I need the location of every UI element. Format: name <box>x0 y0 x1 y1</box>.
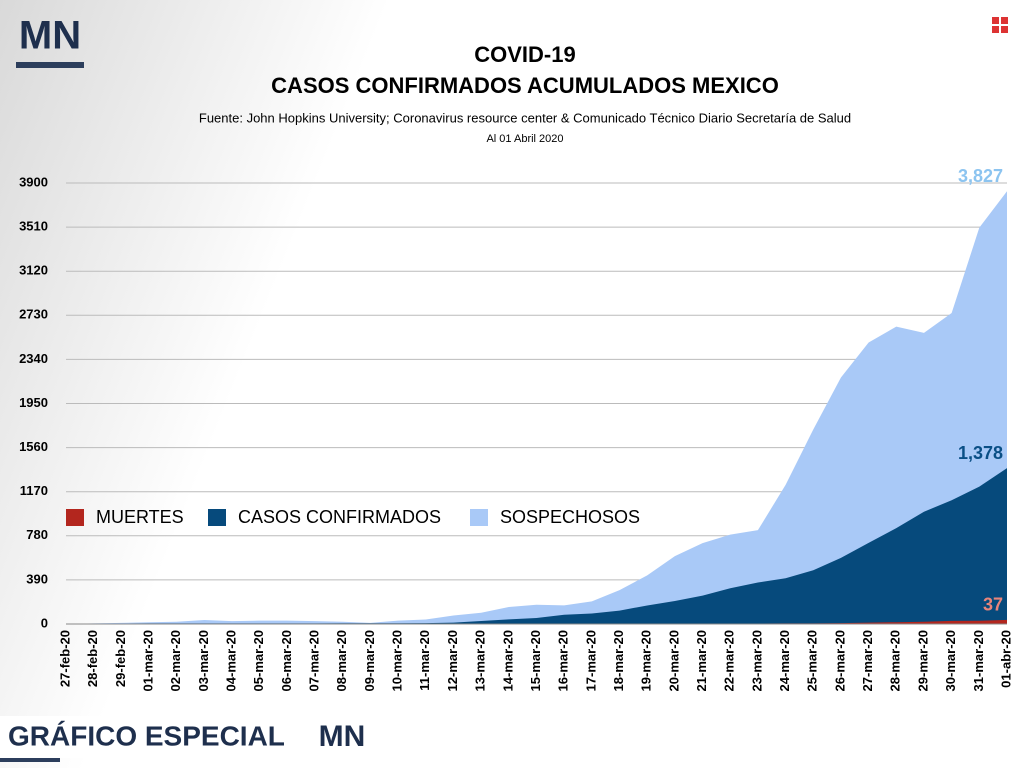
y-tick-label: 1560 <box>19 439 48 454</box>
x-tick-label: 01-mar-20 <box>140 630 155 691</box>
y-tick-label: 3510 <box>19 219 48 234</box>
y-tick-label: 3900 <box>19 174 48 189</box>
chart-subtitle: CASOS CONFIRMADOS ACUMULADOS MEXICO <box>271 73 779 98</box>
x-tick-label: 02-mar-20 <box>168 630 183 691</box>
x-tick-label: 20-mar-20 <box>666 630 681 691</box>
x-tick-label: 27-feb-20 <box>57 630 72 687</box>
x-tick-label: 31-mar-20 <box>971 630 986 691</box>
x-tick-label: 15-mar-20 <box>528 630 543 691</box>
y-tick-label: 780 <box>26 527 48 542</box>
x-tick-label: 04-mar-20 <box>223 630 238 691</box>
x-tick-label: 16-mar-20 <box>556 630 571 691</box>
legend-swatch <box>66 509 84 526</box>
legend-label: SOSPECHOSOS <box>500 507 640 527</box>
x-tick-label: 14-mar-20 <box>500 630 515 691</box>
x-tick-label: 08-mar-20 <box>334 630 349 691</box>
x-tick-label: 12-mar-20 <box>445 630 460 691</box>
x-tick-label: 07-mar-20 <box>307 630 322 691</box>
x-tick-label: 29-mar-20 <box>915 630 930 691</box>
x-tick-label: 26-mar-20 <box>832 630 847 691</box>
date-note: Al 01 Abril 2020 <box>486 133 563 145</box>
x-tick-label: 22-mar-20 <box>722 630 737 691</box>
x-tick-label: 01-abr-20 <box>998 630 1013 688</box>
y-tick-label: 3120 <box>19 263 48 278</box>
y-tick-label: 2730 <box>19 307 48 322</box>
data-label: 1,378 <box>958 443 1003 463</box>
footer-bar <box>0 758 60 762</box>
area <box>66 468 1007 624</box>
footer-logo: MN <box>319 720 366 753</box>
x-tick-label: 27-mar-20 <box>860 630 875 691</box>
x-tick-label: 11-mar-20 <box>417 630 432 691</box>
y-tick-label: 390 <box>26 571 48 586</box>
x-tick-label: 13-mar-20 <box>473 630 488 691</box>
x-tick-label: 25-mar-20 <box>805 630 820 691</box>
area <box>66 191 1007 624</box>
y-tick-label: 1170 <box>20 483 48 498</box>
x-tick-label: 05-mar-20 <box>251 630 266 691</box>
x-tick-label: 09-mar-20 <box>362 630 377 691</box>
legend-swatch <box>208 509 226 526</box>
x-tick-label: 28-feb-20 <box>85 630 100 687</box>
legend-label: MUERTES <box>96 507 184 527</box>
logo-text: MN <box>19 14 81 58</box>
x-tick-label: 19-mar-20 <box>639 630 654 691</box>
footer-box <box>0 716 380 758</box>
x-tick-label: 23-mar-20 <box>749 630 764 691</box>
x-tick-label: 06-mar-20 <box>279 630 294 691</box>
legend-label: CASOS CONFIRMADOS <box>238 507 441 527</box>
logo-bar <box>16 62 84 68</box>
y-tick-label: 2340 <box>19 351 48 366</box>
y-tick-label: 0 <box>41 615 48 630</box>
footer: GRÁFICO ESPECIAL MN <box>0 716 380 762</box>
x-tick-label: 18-mar-20 <box>611 630 626 691</box>
legend-swatch <box>470 509 488 526</box>
chart-title: COVID-19 <box>474 42 575 67</box>
x-tick-label: 21-mar-20 <box>694 630 709 691</box>
source-note: Fuente: John Hopkins University; Coronav… <box>199 110 851 125</box>
y-tick-label: 1950 <box>19 395 48 410</box>
x-tick-label: 10-mar-20 <box>390 630 405 691</box>
corner-icon <box>992 17 1008 33</box>
data-label: 3,827 <box>958 166 1003 186</box>
x-tick-label: 30-mar-20 <box>943 630 958 691</box>
x-tick-label: 29-feb-20 <box>113 630 128 687</box>
x-tick-label: 17-mar-20 <box>583 630 598 691</box>
footer-text: GRÁFICO ESPECIAL <box>8 720 285 751</box>
x-tick-label: 24-mar-20 <box>777 630 792 691</box>
data-label: 37 <box>983 595 1003 615</box>
logo: MN <box>16 14 84 68</box>
x-tick-label: 28-mar-20 <box>888 630 903 691</box>
x-tick-label: 03-mar-20 <box>196 630 211 691</box>
plot: 0 390 780 1170 1560 1950 2340 2730 3120 3510 3900 2… <box>19 166 1013 691</box>
